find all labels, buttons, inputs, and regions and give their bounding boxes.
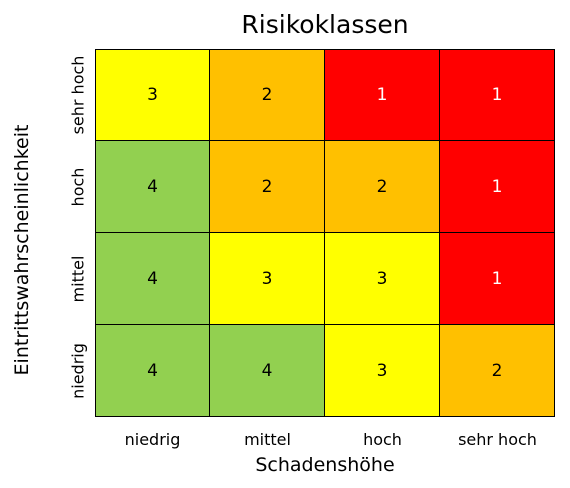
matrix-cell: 1 [439, 140, 555, 233]
x-tick-label: sehr hoch [458, 430, 537, 449]
matrix-cell: 1 [439, 49, 555, 141]
matrix-cell: 3 [324, 232, 440, 325]
matrix-cell: 4 [95, 324, 210, 417]
x-axis-label: Schadenshöhe [255, 454, 395, 476]
y-tick-label-text: sehr hoch [68, 55, 88, 135]
matrix-cell: 2 [209, 49, 325, 141]
matrix-cell: 3 [324, 324, 440, 417]
x-tick-label: mittel [244, 430, 291, 449]
y-axis-label-text: Eintrittswahrscheinlichkeit [11, 124, 33, 376]
y-tick-label-text: hoch [68, 167, 88, 207]
y-tick-label-text: niedrig [68, 343, 88, 399]
y-tick-label-text: mittel [68, 255, 88, 303]
matrix-cell: 4 [95, 232, 210, 325]
matrix-cell: 4 [209, 324, 325, 417]
matrix-cell: 3 [209, 232, 325, 325]
x-tick-label: niedrig [124, 430, 181, 449]
matrix-cell: 2 [439, 324, 555, 417]
matrix-cell: 4 [95, 140, 210, 233]
x-tick-label: hoch [363, 430, 402, 449]
matrix-cell: 1 [439, 232, 555, 325]
matrix-cell: 2 [324, 140, 440, 233]
matrix-cell: 1 [324, 49, 440, 141]
chart-title: Risikoklassen [241, 10, 409, 39]
matrix-cell: 2 [209, 140, 325, 233]
matrix-cell: 3 [95, 49, 210, 141]
